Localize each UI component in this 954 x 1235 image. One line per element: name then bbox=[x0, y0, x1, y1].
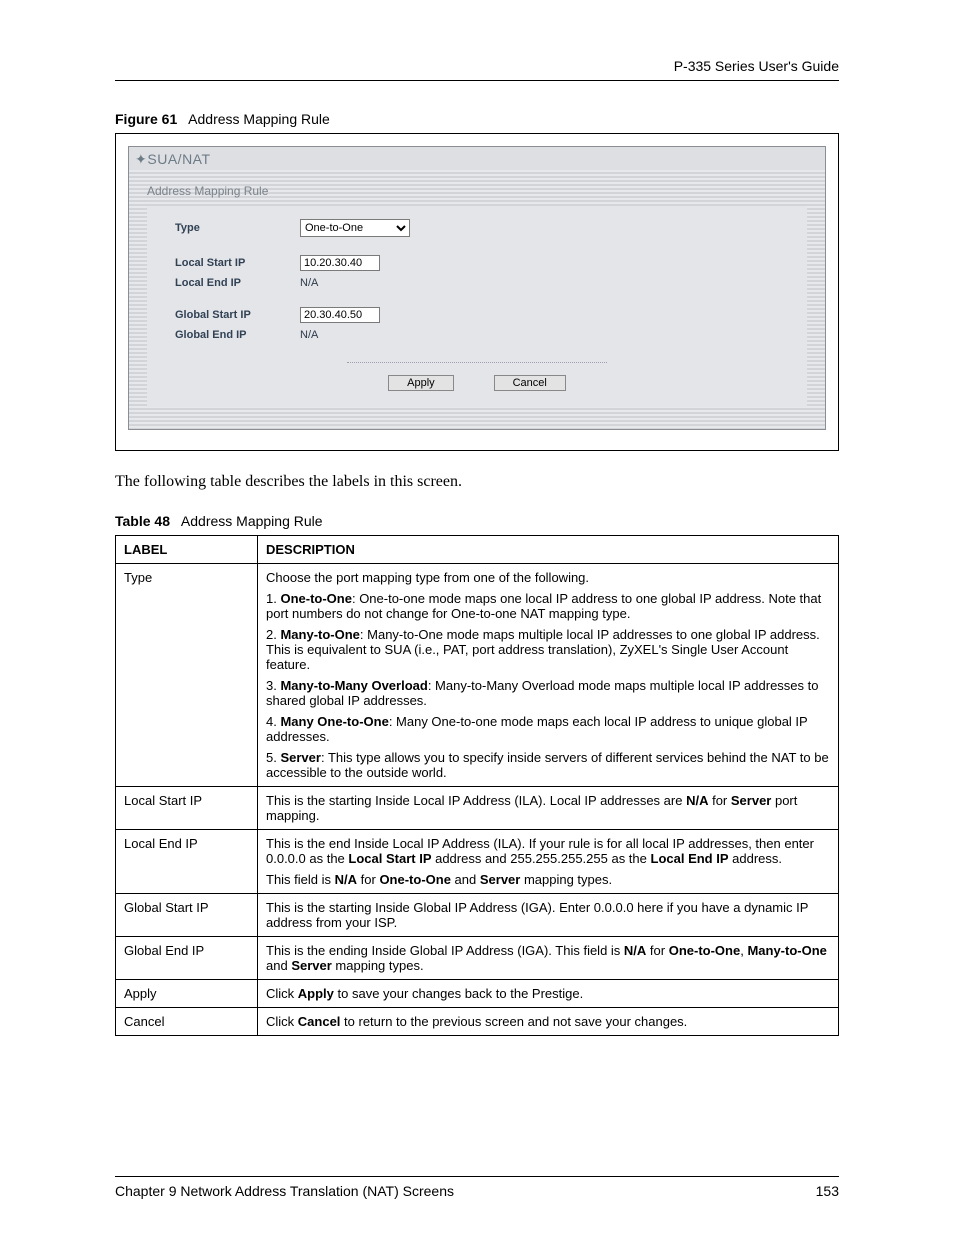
row-local-end: Local End IP N/A bbox=[147, 274, 807, 292]
table-row: Global End IP This is the ending Inside … bbox=[116, 937, 839, 980]
footer-chapter: Chapter 9 Network Address Translation (N… bbox=[115, 1183, 454, 1199]
label-global-start: Global Start IP bbox=[175, 309, 300, 321]
cell-label: Apply bbox=[116, 980, 258, 1008]
cancel-button[interactable]: Cancel bbox=[494, 375, 566, 391]
dialog-title-text: SUA/NAT bbox=[147, 151, 210, 167]
dialog-body: Address Mapping Rule Type One-to-One Loc… bbox=[129, 170, 825, 429]
footer-line: Chapter 9 Network Address Translation (N… bbox=[115, 1183, 839, 1199]
table-row: Local End IP This is the end Inside Loca… bbox=[116, 830, 839, 894]
footer-page-number: 153 bbox=[816, 1183, 839, 1199]
desc-line: This field is N/A for One-to-One and Ser… bbox=[266, 872, 830, 887]
button-row: Apply Cancel bbox=[147, 344, 807, 395]
desc-line: Choose the port mapping type from one of… bbox=[266, 570, 830, 585]
label-global-end: Global End IP bbox=[175, 329, 300, 341]
page-footer: Chapter 9 Network Address Translation (N… bbox=[115, 1176, 839, 1199]
desc-line: 4. Many One-to-One: Many One-to-one mode… bbox=[266, 714, 830, 744]
dialog-title-icon: ✦ bbox=[135, 151, 143, 168]
desc-line: 3. Many-to-Many Overload: Many-to-Many O… bbox=[266, 678, 830, 708]
desc-line: 5. Server: This type allows you to speci… bbox=[266, 750, 830, 780]
cell-label: Global End IP bbox=[116, 937, 258, 980]
cell-label: Cancel bbox=[116, 1008, 258, 1036]
row-global-start: Global Start IP bbox=[147, 304, 807, 326]
table-caption-text: Address Mapping Rule bbox=[181, 513, 323, 529]
footer-rule bbox=[115, 1176, 839, 1177]
figure-screenshot-box: ✦ SUA/NAT Address Mapping Rule Type One-… bbox=[115, 133, 839, 451]
value-global-end: N/A bbox=[300, 329, 318, 341]
table-row: Global Start IP This is the starting Ins… bbox=[116, 894, 839, 937]
cell-label: Type bbox=[116, 564, 258, 787]
figure-caption-text: Address Mapping Rule bbox=[188, 111, 330, 127]
input-local-start[interactable] bbox=[300, 255, 380, 271]
cell-desc: Choose the port mapping type from one of… bbox=[258, 564, 839, 787]
header-rule bbox=[115, 80, 839, 81]
table-row: Local Start IP This is the starting Insi… bbox=[116, 787, 839, 830]
row-local-start: Local Start IP bbox=[147, 252, 807, 274]
table-caption: Table 48 Address Mapping Rule bbox=[115, 513, 839, 529]
value-local-end: N/A bbox=[300, 277, 318, 289]
description-table: LABEL DESCRIPTION Type Choose the port m… bbox=[115, 535, 839, 1036]
row-global-end: Global End IP N/A bbox=[147, 326, 807, 344]
desc-line: 1. One-to-One: One-to-one mode maps one … bbox=[266, 591, 830, 621]
dialog-inner-panel: Type One-to-One Local Start IP Local End… bbox=[147, 206, 807, 407]
th-description: DESCRIPTION bbox=[258, 536, 839, 564]
select-type[interactable]: One-to-One bbox=[300, 219, 410, 237]
desc-line: This is the end Inside Local IP Address … bbox=[266, 836, 830, 866]
dialog-title-bar: ✦ SUA/NAT bbox=[129, 147, 825, 170]
spacer bbox=[147, 240, 807, 252]
button-row-divider bbox=[347, 362, 607, 363]
row-type: Type One-to-One bbox=[147, 216, 807, 240]
header-guide-title: P-335 Series User's Guide bbox=[115, 58, 839, 74]
spacer bbox=[147, 292, 807, 304]
dialog: ✦ SUA/NAT Address Mapping Rule Type One-… bbox=[128, 146, 826, 430]
th-label: LABEL bbox=[116, 536, 258, 564]
label-type: Type bbox=[175, 222, 300, 234]
cell-desc: This is the end Inside Local IP Address … bbox=[258, 830, 839, 894]
table-row: Apply Click Apply to save your changes b… bbox=[116, 980, 839, 1008]
table-row: Type Choose the port mapping type from o… bbox=[116, 564, 839, 787]
cell-label: Local Start IP bbox=[116, 787, 258, 830]
cell-label: Local End IP bbox=[116, 830, 258, 894]
label-local-start: Local Start IP bbox=[175, 257, 300, 269]
cell-desc: This is the starting Inside Global IP Ad… bbox=[258, 894, 839, 937]
table-row: Cancel Click Cancel to return to the pre… bbox=[116, 1008, 839, 1036]
desc-line: 2. Many-to-One: Many-to-One mode maps mu… bbox=[266, 627, 830, 672]
dialog-section-label: Address Mapping Rule bbox=[147, 184, 807, 198]
apply-button[interactable]: Apply bbox=[388, 375, 454, 391]
table-header-row: LABEL DESCRIPTION bbox=[116, 536, 839, 564]
table-caption-label: Table 48 bbox=[115, 513, 170, 529]
cell-desc: Click Cancel to return to the previous s… bbox=[258, 1008, 839, 1036]
cell-desc: This is the ending Inside Global IP Addr… bbox=[258, 937, 839, 980]
figure-caption: Figure 61 Address Mapping Rule bbox=[115, 111, 839, 127]
input-global-start[interactable] bbox=[300, 307, 380, 323]
cell-desc: Click Apply to save your changes back to… bbox=[258, 980, 839, 1008]
cell-desc: This is the starting Inside Local IP Add… bbox=[258, 787, 839, 830]
intro-text: The following table describes the labels… bbox=[115, 473, 839, 491]
cell-label: Global Start IP bbox=[116, 894, 258, 937]
label-local-end: Local End IP bbox=[175, 277, 300, 289]
figure-caption-label: Figure 61 bbox=[115, 111, 177, 127]
